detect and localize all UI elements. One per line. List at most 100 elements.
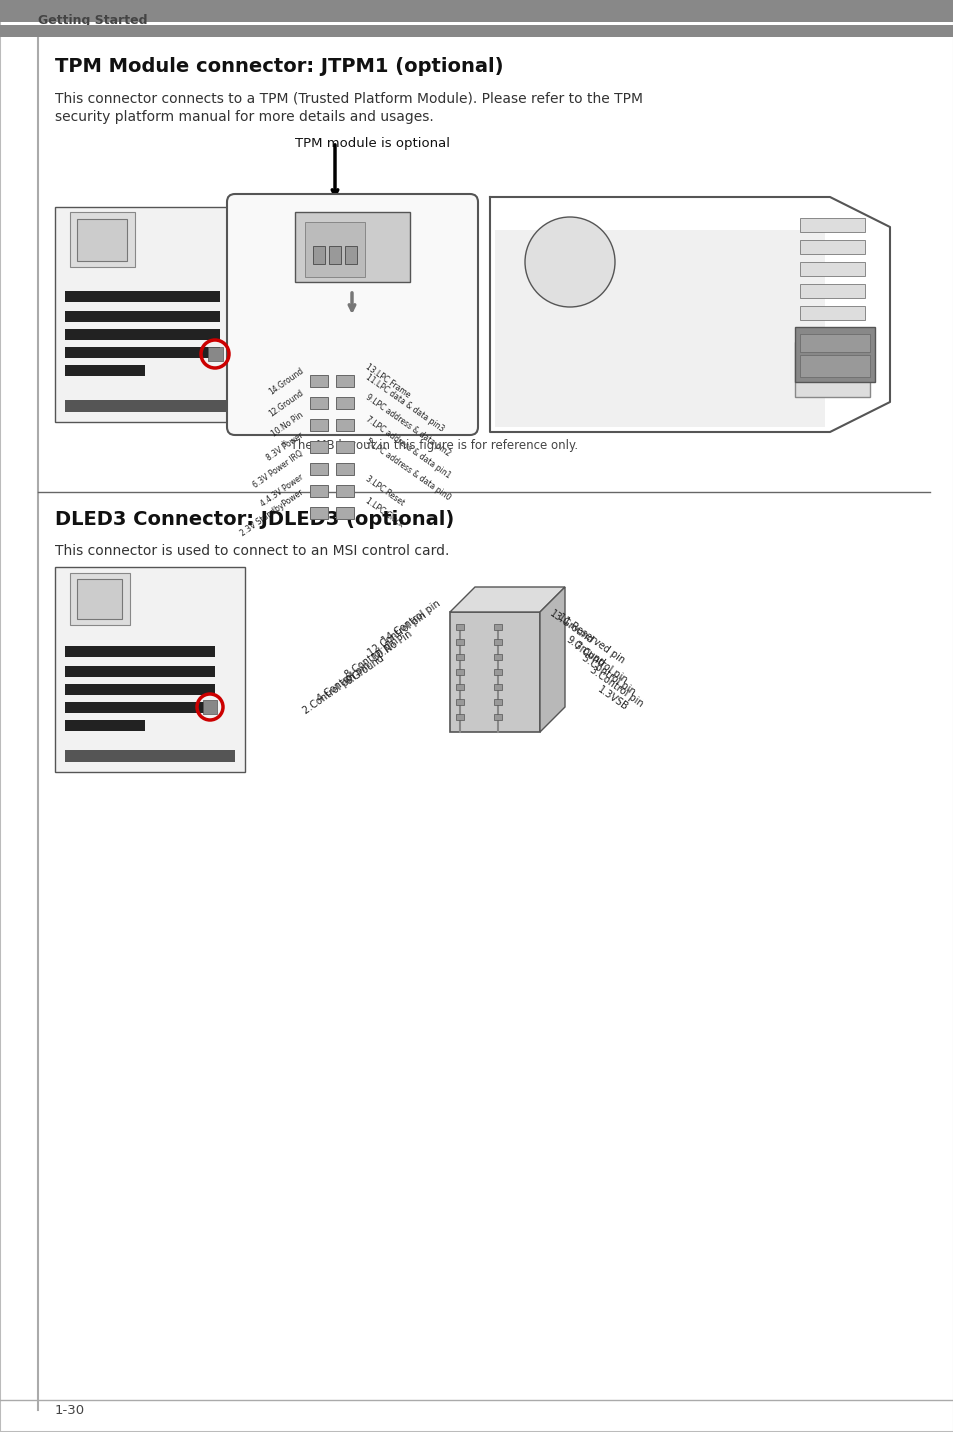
Text: 4.Control pin: 4.Control pin bbox=[314, 660, 372, 705]
Text: 7.Control pin: 7.Control pin bbox=[572, 642, 628, 684]
Text: 3.LPC Reset: 3.LPC Reset bbox=[364, 474, 406, 507]
Bar bbox=[310, 420, 328, 431]
Text: 1.3VSB: 1.3VSB bbox=[596, 684, 630, 713]
Bar bbox=[65, 702, 214, 713]
Bar bbox=[800, 284, 864, 298]
Bar bbox=[794, 326, 874, 382]
Text: 2.Control pin: 2.Control pin bbox=[300, 672, 357, 716]
Text: 10.No Pin: 10.No Pin bbox=[370, 629, 414, 663]
Polygon shape bbox=[450, 587, 564, 611]
Text: 14.Control pin: 14.Control pin bbox=[379, 599, 441, 646]
Bar bbox=[800, 241, 864, 253]
Bar bbox=[310, 485, 328, 497]
Text: 4.4.3V Power: 4.4.3V Power bbox=[258, 473, 305, 508]
Bar bbox=[335, 441, 354, 453]
Text: 13.Ground: 13.Ground bbox=[547, 609, 595, 646]
Text: 7.LPC address & data pin1: 7.LPC address & data pin1 bbox=[364, 414, 452, 480]
Bar bbox=[494, 639, 501, 644]
Bar bbox=[494, 699, 501, 705]
Text: * The MB layout in this figure is for reference only.: * The MB layout in this figure is for re… bbox=[281, 440, 578, 453]
Bar bbox=[0, 24, 953, 37]
Bar bbox=[494, 669, 501, 674]
Bar bbox=[494, 715, 501, 720]
Bar bbox=[456, 654, 463, 660]
Text: DLED3 Connector: JDLED3 (optional): DLED3 Connector: JDLED3 (optional) bbox=[55, 510, 454, 528]
Bar bbox=[335, 507, 354, 518]
Bar bbox=[208, 347, 223, 361]
Bar bbox=[335, 397, 354, 410]
Text: 13.LPC Frame: 13.LPC Frame bbox=[364, 362, 412, 400]
Text: 6.3V Power IRQ: 6.3V Power IRQ bbox=[252, 448, 305, 490]
Bar bbox=[203, 700, 216, 715]
Text: 9.LPC address & data pin2: 9.LPC address & data pin2 bbox=[364, 392, 452, 458]
Text: 5.Control pin: 5.Control pin bbox=[579, 653, 637, 697]
Bar bbox=[70, 573, 130, 624]
Bar bbox=[65, 666, 214, 677]
Circle shape bbox=[524, 218, 615, 306]
Text: Getting Started: Getting Started bbox=[38, 14, 148, 27]
Bar bbox=[55, 567, 245, 772]
Text: TPM module is optional: TPM module is optional bbox=[294, 137, 450, 150]
Text: 12.Ground: 12.Ground bbox=[267, 388, 305, 418]
Text: TPM Module connector: JTPM1 (optional): TPM Module connector: JTPM1 (optional) bbox=[55, 57, 503, 76]
Text: 2.3V StandbyPower: 2.3V StandbyPower bbox=[238, 488, 305, 538]
Bar bbox=[494, 684, 501, 690]
Bar bbox=[456, 669, 463, 674]
Bar bbox=[800, 355, 869, 377]
Bar bbox=[65, 646, 214, 657]
Bar bbox=[345, 246, 356, 263]
Text: 5.LPC address & data pin0: 5.LPC address & data pin0 bbox=[364, 437, 452, 501]
Text: This connector connects to a TPM (Trusted Platform Module). Please refer to the : This connector connects to a TPM (Truste… bbox=[55, 92, 642, 106]
Bar bbox=[456, 715, 463, 720]
Text: 1.LPC Clock: 1.LPC Clock bbox=[364, 497, 405, 530]
Bar bbox=[0, 0, 953, 21]
Bar bbox=[335, 463, 354, 475]
Text: 12.Control pin: 12.Control pin bbox=[365, 610, 428, 657]
Bar bbox=[77, 219, 127, 261]
Text: 11.LPC data & data pin3: 11.LPC data & data pin3 bbox=[364, 372, 445, 434]
Bar bbox=[65, 750, 234, 762]
FancyBboxPatch shape bbox=[227, 193, 477, 435]
Text: 8.Control pin: 8.Control pin bbox=[343, 636, 399, 680]
Text: security platform manual for more details and usages.: security platform manual for more detail… bbox=[55, 110, 434, 125]
Bar bbox=[310, 463, 328, 475]
Text: This connector is used to connect to an MSI control card.: This connector is used to connect to an … bbox=[55, 544, 449, 558]
Bar bbox=[65, 684, 214, 695]
Bar bbox=[335, 485, 354, 497]
Bar bbox=[65, 311, 220, 322]
Bar bbox=[335, 420, 354, 431]
Bar bbox=[310, 397, 328, 410]
Bar bbox=[294, 212, 410, 282]
Bar bbox=[335, 375, 354, 387]
Bar bbox=[794, 342, 869, 397]
Bar bbox=[310, 507, 328, 518]
Bar bbox=[456, 624, 463, 630]
Text: 9.Ground: 9.Ground bbox=[563, 634, 606, 667]
Text: 1-30: 1-30 bbox=[55, 1403, 85, 1418]
Text: 10.No Pin: 10.No Pin bbox=[270, 411, 305, 440]
Bar bbox=[305, 222, 365, 276]
Bar bbox=[65, 365, 145, 377]
Bar bbox=[77, 579, 122, 619]
Bar bbox=[456, 684, 463, 690]
Bar bbox=[494, 654, 501, 660]
Text: 11.Reserved pin: 11.Reserved pin bbox=[556, 613, 626, 666]
Bar bbox=[456, 699, 463, 705]
Bar bbox=[329, 246, 340, 263]
Polygon shape bbox=[539, 587, 564, 732]
Bar bbox=[310, 375, 328, 387]
Bar bbox=[800, 328, 864, 342]
Bar bbox=[495, 231, 824, 427]
Bar bbox=[450, 611, 539, 732]
Text: 14.Ground: 14.Ground bbox=[267, 365, 305, 397]
Bar bbox=[65, 329, 220, 339]
Bar bbox=[313, 246, 325, 263]
Bar bbox=[65, 347, 220, 358]
Bar bbox=[70, 212, 135, 266]
Bar bbox=[800, 349, 864, 364]
Bar bbox=[310, 441, 328, 453]
Bar bbox=[800, 262, 864, 276]
Bar bbox=[55, 208, 250, 422]
Bar bbox=[65, 400, 240, 412]
Bar bbox=[800, 306, 864, 319]
